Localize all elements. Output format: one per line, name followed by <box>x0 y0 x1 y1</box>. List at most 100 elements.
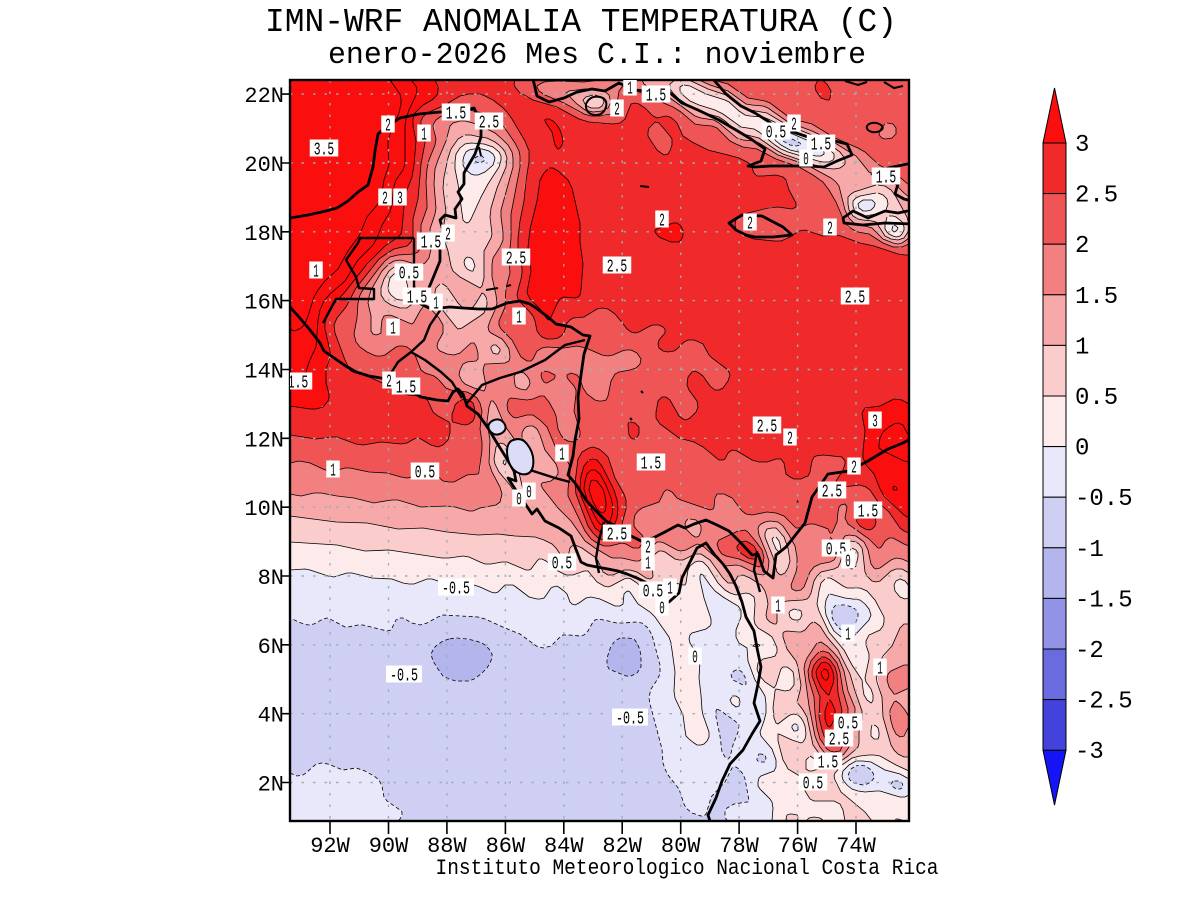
svg-text:3: 3 <box>397 190 403 210</box>
svg-text:2.5: 2.5 <box>757 418 778 438</box>
svg-text:1.5: 1.5 <box>818 754 839 774</box>
svg-text:2: 2 <box>614 101 620 121</box>
svg-text:0: 0 <box>659 600 665 620</box>
svg-text:-0.5: -0.5 <box>442 580 470 600</box>
svg-text:1: 1 <box>516 309 522 329</box>
svg-text:-0.5: -0.5 <box>390 667 418 687</box>
svg-text:1: 1 <box>390 320 396 340</box>
svg-text:-2: -2 <box>1075 638 1104 665</box>
svg-text:16N: 16N <box>244 291 284 316</box>
svg-text:10N: 10N <box>244 497 284 522</box>
svg-text:78W: 78W <box>719 834 759 859</box>
svg-text:2: 2 <box>851 459 857 479</box>
svg-text:1.5: 1.5 <box>1075 284 1118 311</box>
svg-text:0: 0 <box>692 649 698 669</box>
svg-text:0: 0 <box>526 484 532 504</box>
svg-text:0: 0 <box>1075 436 1089 463</box>
svg-text:2.5: 2.5 <box>607 258 628 278</box>
svg-text:92W: 92W <box>310 834 350 859</box>
svg-text:-1.5: -1.5 <box>1075 587 1133 614</box>
svg-text:2: 2 <box>645 539 651 559</box>
svg-text:-3: -3 <box>1075 739 1104 766</box>
svg-text:1.5: 1.5 <box>876 169 897 189</box>
svg-text:2: 2 <box>445 226 451 246</box>
svg-text:-0.5: -0.5 <box>616 710 644 730</box>
svg-text:80W: 80W <box>661 834 701 859</box>
svg-text:74W: 74W <box>836 834 876 859</box>
svg-text:2: 2 <box>386 373 392 393</box>
svg-text:2.5: 2.5 <box>506 250 527 270</box>
svg-text:2.5: 2.5 <box>822 483 843 503</box>
svg-text:3: 3 <box>1075 132 1089 159</box>
svg-text:1: 1 <box>877 660 883 680</box>
svg-text:18N: 18N <box>244 222 284 247</box>
svg-text:2: 2 <box>1075 233 1089 260</box>
svg-text:0.5: 0.5 <box>643 583 664 603</box>
svg-text:0.5: 0.5 <box>1075 385 1118 412</box>
svg-text:IMN-WRF ANOMALIA TEMPERATURA: IMN-WRF ANOMALIA TEMPERATURA (C) <box>265 4 897 41</box>
svg-text:0: 0 <box>516 491 522 511</box>
svg-text:1.5: 1.5 <box>446 105 467 125</box>
svg-text:2: 2 <box>382 190 388 210</box>
svg-text:-2.5: -2.5 <box>1075 689 1133 716</box>
svg-text:2: 2 <box>791 116 797 136</box>
svg-text:0: 0 <box>803 151 809 171</box>
svg-text:1: 1 <box>421 126 427 146</box>
svg-text:3.5: 3.5 <box>314 141 335 161</box>
svg-text:1: 1 <box>313 263 319 283</box>
svg-text:82W: 82W <box>602 834 642 859</box>
svg-text:0.5: 0.5 <box>766 124 787 144</box>
svg-text:2.5: 2.5 <box>1075 183 1118 210</box>
svg-text:22N: 22N <box>244 84 284 109</box>
svg-text:6N: 6N <box>258 635 284 660</box>
svg-text:1: 1 <box>627 80 633 100</box>
svg-text:enero-2026 Mes C.I.: noviembre: enero-2026 Mes C.I.: noviembre <box>328 38 866 73</box>
svg-text:1.5: 1.5 <box>811 136 832 156</box>
svg-text:14N: 14N <box>244 360 284 385</box>
svg-text:12N: 12N <box>244 428 284 453</box>
svg-text:1: 1 <box>1075 334 1089 361</box>
svg-text:2: 2 <box>827 220 833 240</box>
svg-text:-0.5: -0.5 <box>1075 486 1133 513</box>
svg-text:88W: 88W <box>427 834 467 859</box>
svg-text:0.5: 0.5 <box>415 464 436 484</box>
svg-text:1: 1 <box>330 462 336 482</box>
svg-text:1: 1 <box>645 555 651 575</box>
svg-text:1: 1 <box>559 446 565 466</box>
svg-text:-1: -1 <box>1075 537 1104 564</box>
svg-text:1.5: 1.5 <box>396 379 417 399</box>
svg-text:3: 3 <box>872 413 878 433</box>
svg-text:2: 2 <box>787 430 793 450</box>
svg-text:86W: 86W <box>486 834 526 859</box>
svg-text:1.5: 1.5 <box>646 87 667 107</box>
svg-text:1: 1 <box>433 295 439 315</box>
svg-text:0.5: 0.5 <box>399 265 420 285</box>
svg-text:4N: 4N <box>258 704 284 729</box>
svg-text:1: 1 <box>667 580 673 600</box>
svg-text:76W: 76W <box>778 834 818 859</box>
svg-text:0.5: 0.5 <box>826 541 847 561</box>
svg-text:1.5: 1.5 <box>407 289 428 309</box>
svg-text:2: 2 <box>747 215 753 235</box>
svg-text:1.5: 1.5 <box>641 455 662 475</box>
svg-text:2.5: 2.5 <box>479 114 500 134</box>
svg-text:0.5: 0.5 <box>803 775 824 795</box>
svg-text:2N: 2N <box>258 773 284 798</box>
svg-text:90W: 90W <box>369 834 409 859</box>
svg-text:0.5: 0.5 <box>552 555 573 575</box>
svg-text:2.5: 2.5 <box>845 289 866 309</box>
svg-text:84W: 84W <box>544 834 584 859</box>
svg-text:1.5: 1.5 <box>288 374 309 394</box>
svg-text:1: 1 <box>845 626 851 646</box>
svg-text:0: 0 <box>845 553 851 573</box>
svg-text:20N: 20N <box>244 153 284 178</box>
svg-text:1.5: 1.5 <box>858 503 879 523</box>
svg-text:2.5: 2.5 <box>607 526 628 546</box>
svg-text:2.5: 2.5 <box>829 731 850 751</box>
svg-text:Instituto Meteorologico Nacion: Instituto Meteorologico Nacional Costa R… <box>436 856 939 881</box>
svg-text:8N: 8N <box>258 566 284 591</box>
svg-text:2: 2 <box>385 117 391 137</box>
svg-text:1: 1 <box>775 598 781 618</box>
svg-text:2: 2 <box>659 212 665 232</box>
svg-text:0.5: 0.5 <box>838 715 859 735</box>
